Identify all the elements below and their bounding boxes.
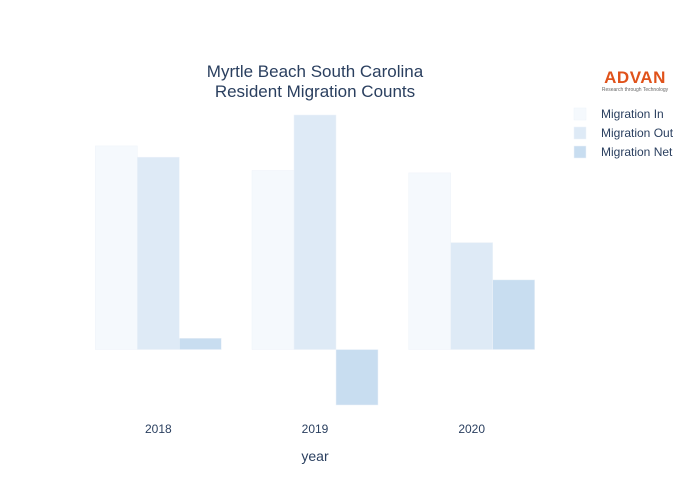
x-tick-label: 2019	[302, 422, 329, 436]
advan-logo: ADVAN Research through Technology	[602, 68, 669, 93]
bar-migration-in-2018[interactable]	[95, 145, 138, 350]
legend-label: Migration Net	[601, 145, 673, 159]
bar-migration-out-2019[interactable]	[293, 114, 337, 350]
chart-title: Myrtle Beach South Carolina Resident Mig…	[207, 62, 424, 101]
bar-migration-net-2019[interactable]	[335, 349, 379, 406]
legend-item-migration-in[interactable]: Migration In	[573, 107, 664, 121]
bar-migration-net-2018[interactable]	[179, 338, 222, 350]
x-axis-title: year	[301, 448, 329, 464]
legend-item-migration-net[interactable]: Migration Net	[573, 145, 673, 159]
bar-migration-in-2019[interactable]	[251, 170, 295, 350]
chart-title-line-1: Myrtle Beach South Carolina	[207, 62, 424, 81]
logo-tagline: Research through Technology	[602, 87, 669, 93]
bars-layer	[95, 114, 535, 406]
bar-migration-net-2020[interactable]	[492, 279, 535, 350]
legend-item-migration-out[interactable]: Migration Out	[573, 126, 674, 140]
bar-migration-out-2018[interactable]	[137, 156, 180, 350]
logo-wordmark: ADVAN	[604, 68, 666, 87]
legend[interactable]: Migration In Migration Out Migration Net	[573, 107, 674, 159]
x-tick-label: 2018	[145, 422, 172, 436]
bar-migration-out-2020[interactable]	[450, 242, 493, 350]
legend-label: Migration In	[601, 107, 664, 121]
legend-label: Migration Out	[601, 126, 674, 140]
legend-swatch	[573, 145, 587, 159]
chart-title-line-2: Resident Migration Counts	[215, 82, 415, 101]
x-tick-labels: 2018 2019 2020	[145, 422, 485, 436]
x-tick-label: 2020	[458, 422, 485, 436]
bar-migration-in-2020[interactable]	[408, 172, 451, 350]
legend-swatch	[573, 126, 587, 140]
legend-swatch	[573, 107, 587, 121]
